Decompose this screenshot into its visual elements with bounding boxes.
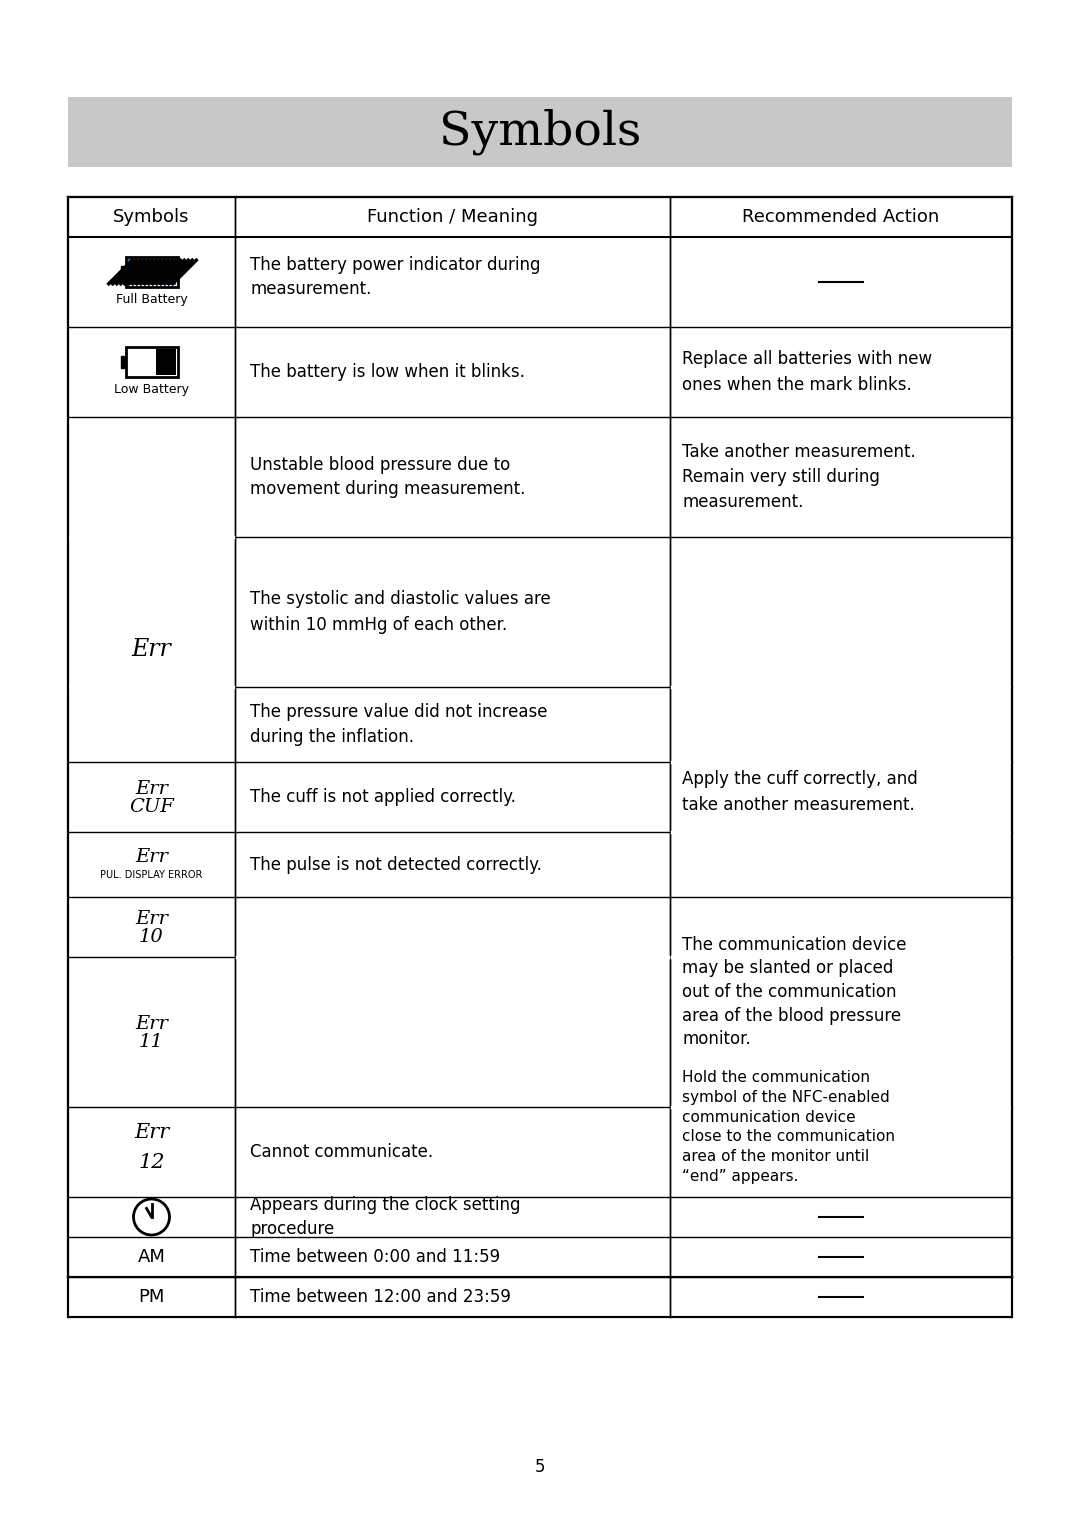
Text: Time between 12:00 and 23:59: Time between 12:00 and 23:59 [249, 1287, 511, 1306]
Text: The battery power indicator during
measurement.: The battery power indicator during measu… [249, 255, 540, 298]
Text: Hold the communication
symbol of the NFC-enabled
communication device
close to t: Hold the communication symbol of the NFC… [681, 1070, 895, 1183]
Bar [125, 257, 177, 287]
Text: The communication device
may be slanted or placed
out of the communication
area : The communication device may be slanted … [681, 936, 906, 1048]
Text: Function / Meaning: Function / Meaning [367, 208, 538, 226]
Text: PM: PM [138, 1287, 164, 1306]
Bar [121, 356, 125, 368]
Text: Err: Err [132, 638, 172, 661]
Text: The battery is low when it blinks.: The battery is low when it blinks. [249, 363, 525, 382]
Text: Err: Err [135, 847, 168, 866]
Text: Appears during the clock setting
procedure: Appears during the clock setting procedu… [249, 1196, 521, 1238]
Text: Unstable blood pressure due to
movement during measurement.: Unstable blood pressure due to movement … [249, 455, 525, 498]
Bar [125, 347, 177, 377]
Bar [156, 350, 175, 376]
Text: Recommended Action: Recommended Action [742, 208, 940, 226]
Bar [68, 197, 1012, 1277]
Bar [68, 98, 1012, 166]
Text: Replace all batteries with new
ones when the mark blinks.: Replace all batteries with new ones when… [681, 351, 932, 394]
Text: Full Battery: Full Battery [116, 293, 187, 307]
Text: The pulse is not detected correctly.: The pulse is not detected correctly. [249, 855, 542, 873]
Text: Err: Err [134, 1122, 170, 1142]
Text: The systolic and diastolic values are
within 10 mmHg of each other.: The systolic and diastolic values are wi… [249, 591, 551, 634]
Bar [121, 266, 125, 278]
Text: 5: 5 [535, 1458, 545, 1477]
Text: CUF: CUF [130, 799, 174, 815]
Text: Err: Err [135, 1015, 168, 1032]
Text: Err: Err [135, 910, 168, 928]
Text: 10: 10 [139, 928, 164, 947]
Text: 12: 12 [138, 1153, 165, 1171]
Text: Cannot communicate.: Cannot communicate. [249, 1144, 433, 1161]
Text: The cuff is not applied correctly.: The cuff is not applied correctly. [249, 788, 516, 806]
Text: PUL. DISPLAY ERROR: PUL. DISPLAY ERROR [100, 869, 203, 880]
Text: AM: AM [137, 1248, 165, 1266]
Text: Err: Err [135, 780, 168, 799]
Text: 11: 11 [139, 1032, 164, 1051]
Text: Symbols: Symbols [113, 208, 190, 226]
Text: Symbols: Symbols [438, 108, 642, 156]
Text: Apply the cuff correctly, and
take another measurement.: Apply the cuff correctly, and take anoth… [681, 771, 918, 814]
Text: Take another measurement.
Remain very still during
measurement.: Take another measurement. Remain very st… [681, 443, 916, 512]
Text: Low Battery: Low Battery [114, 383, 189, 397]
Text: Time between 0:00 and 11:59: Time between 0:00 and 11:59 [249, 1248, 500, 1266]
Text: The pressure value did not increase
during the inflation.: The pressure value did not increase duri… [249, 702, 548, 747]
Bar [127, 260, 175, 286]
